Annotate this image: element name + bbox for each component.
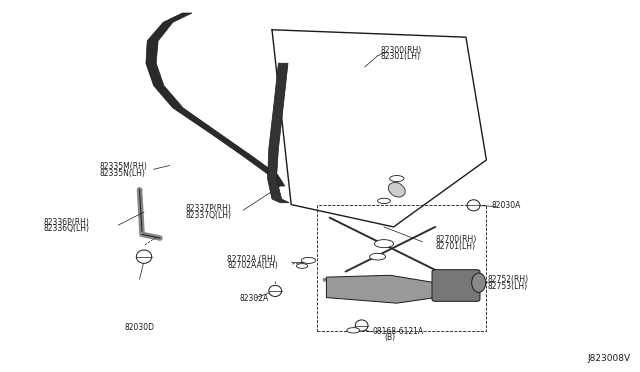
Text: 82300(RH): 82300(RH) [381,46,422,55]
Text: (B): (B) [384,333,395,342]
Ellipse shape [467,200,480,211]
Text: 82336Q(LH): 82336Q(LH) [44,224,90,233]
Text: 82702AA(LH): 82702AA(LH) [227,262,278,270]
Text: 82337P(RH): 82337P(RH) [186,204,232,213]
Ellipse shape [347,328,360,333]
Ellipse shape [472,273,486,292]
Polygon shape [268,63,289,203]
Ellipse shape [390,176,404,182]
Ellipse shape [301,257,316,263]
Text: 82337Q(LH): 82337Q(LH) [186,211,232,219]
Text: 82702A (RH): 82702A (RH) [227,255,276,264]
Polygon shape [146,13,285,186]
Ellipse shape [136,250,152,263]
Ellipse shape [296,264,308,268]
Text: 82336P(RH): 82336P(RH) [44,218,90,227]
Ellipse shape [370,253,385,260]
Text: 82335M(RH): 82335M(RH) [99,162,147,171]
Text: 82301(LH): 82301(LH) [381,52,421,61]
Text: 82030D: 82030D [125,323,155,332]
Ellipse shape [378,198,390,203]
Text: 82700(RH): 82700(RH) [435,235,476,244]
FancyBboxPatch shape [432,270,480,301]
Polygon shape [326,275,435,303]
Text: 82302A: 82302A [240,294,269,303]
Text: 82753(LH): 82753(LH) [488,282,528,291]
Text: J823008V: J823008V [588,354,630,363]
Text: 82701(LH): 82701(LH) [435,242,476,251]
Text: 82030A: 82030A [492,201,521,210]
Text: 08168-6121A: 08168-6121A [372,327,424,336]
Ellipse shape [355,320,368,331]
Text: 82752(RH): 82752(RH) [488,275,529,284]
Text: 82335N(LH): 82335N(LH) [99,169,145,178]
Ellipse shape [388,182,405,197]
Ellipse shape [374,240,394,248]
Ellipse shape [269,285,282,296]
